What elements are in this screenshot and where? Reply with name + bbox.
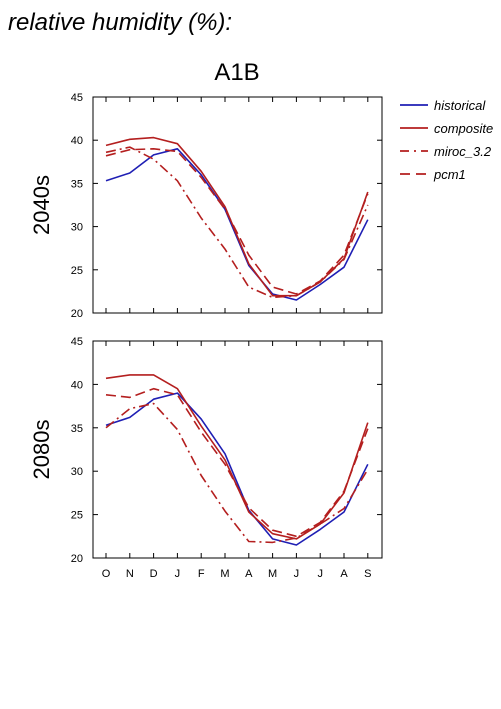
y-tick-label: 20 (71, 308, 83, 320)
legend-label: composite (434, 121, 493, 136)
y-tick-label: 30 (71, 222, 83, 234)
panel-2040s: 20 25 30 35 40 45 2040s (29, 92, 383, 320)
series-line-composite (105, 374, 369, 540)
x-tick-label: J (294, 568, 300, 580)
y-tick-label: 25 (71, 510, 83, 522)
series-line-historical (105, 392, 369, 546)
panel-2080s: 20 25 30 35 40 45 O N D J F M A M J J A S 2080s (29, 336, 383, 580)
series-line-historical (105, 148, 369, 301)
figure-heading: relative humidity (%): (8, 9, 232, 36)
y-tick-label: 35 (71, 178, 83, 190)
x-tick-label: N (126, 568, 134, 580)
x-tick-label: A (245, 568, 253, 580)
legend-item: historical (400, 98, 486, 113)
x-tick-label: D (150, 568, 158, 580)
x-tick-label: J (175, 568, 181, 580)
legend-item: miroc_3.2 (400, 144, 492, 159)
legend: historical composite miroc_3.2 pcm1 (400, 98, 493, 182)
x-tick-label: M (268, 568, 277, 580)
series-line-miroc-3-2 (105, 402, 369, 544)
series-line-pcm1 (105, 148, 369, 295)
series-line-pcm1 (105, 387, 369, 538)
x-tick-label: F (198, 568, 205, 580)
x-tick-label: J (317, 568, 323, 580)
legend-label: pcm1 (433, 167, 466, 182)
legend-label: historical (434, 98, 486, 113)
legend-item: composite (400, 121, 493, 136)
y-tick-label: 20 (71, 553, 83, 565)
legend-item: pcm1 (400, 167, 466, 182)
series-line-miroc-3-2 (105, 146, 369, 299)
x-tick-label: M (220, 568, 229, 580)
row-label: 2080s (29, 420, 54, 480)
x-tick-label: S (364, 568, 371, 580)
y-tick-label: 45 (71, 336, 83, 348)
plot-frame (92, 340, 383, 559)
y-tick-label: 40 (71, 135, 83, 147)
x-tick-label: A (340, 568, 348, 580)
scenario-title: A1B (214, 59, 259, 86)
y-tick-label: 30 (71, 466, 83, 478)
legend-label: miroc_3.2 (434, 144, 492, 159)
y-tick-label: 25 (71, 265, 83, 277)
y-tick-label: 45 (71, 92, 83, 104)
chart-panels: 20 25 30 35 40 45 2040s 20 25 30 35 40 45 O N D J F M A M J J A… (29, 92, 383, 580)
plot-frame (92, 96, 383, 314)
y-tick-label: 35 (71, 423, 83, 435)
row-label: 2040s (29, 175, 54, 235)
y-tick-label: 40 (71, 379, 83, 391)
x-tick-label: O (102, 568, 111, 580)
